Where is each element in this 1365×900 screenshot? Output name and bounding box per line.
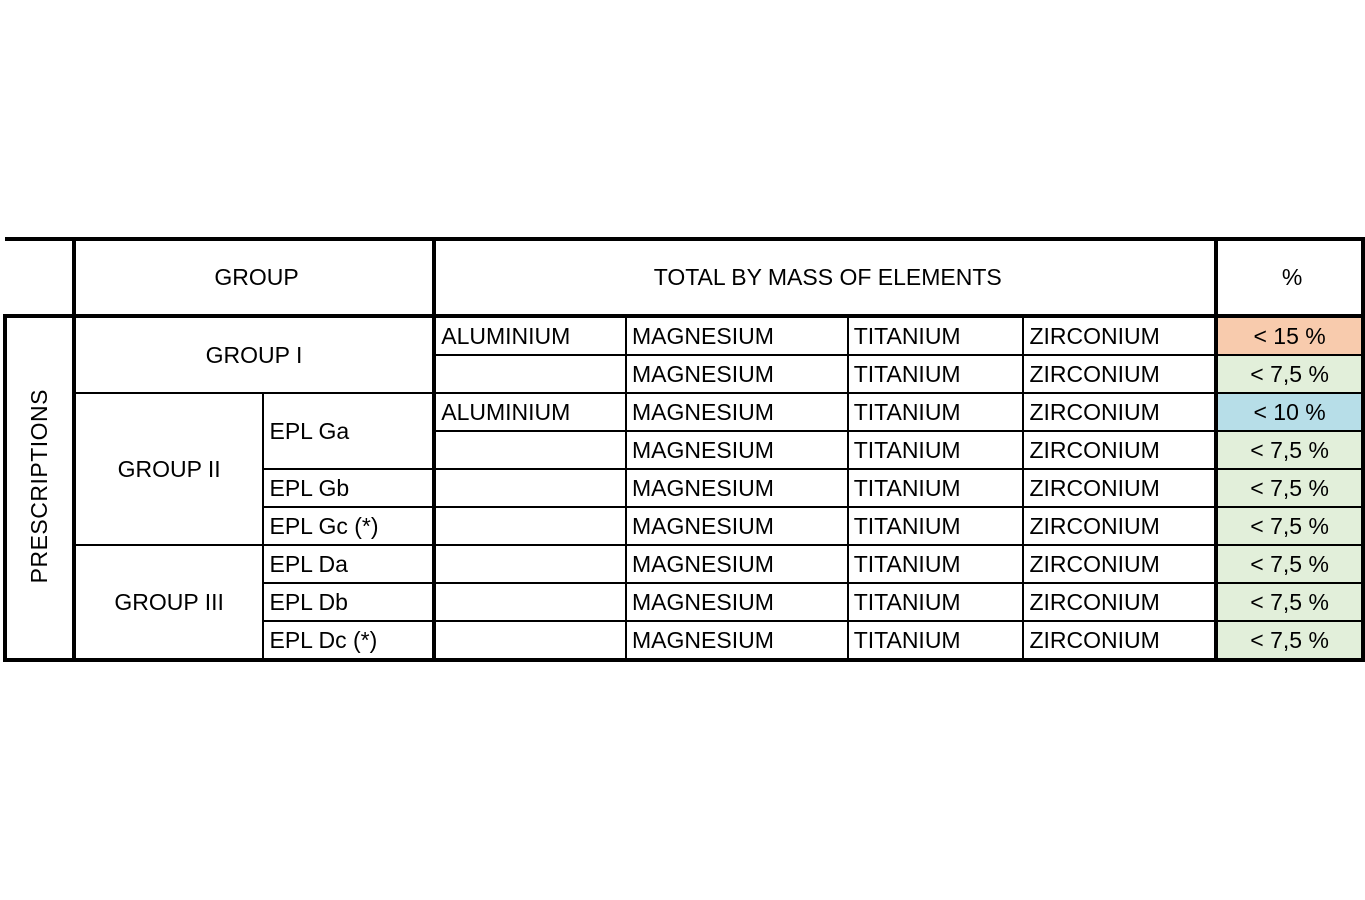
percent-cell: < 7,5 % bbox=[1214, 430, 1365, 470]
table-row: PRESCRIPTIONS GROUP I ALUMINIUM MAGNESIU… bbox=[3, 314, 1365, 662]
table-row: EPL Gc (*) MAGNESIUM TITANIUM ZIRCONIUM … bbox=[5, 506, 1365, 546]
group-iii: GROUP III bbox=[72, 544, 265, 662]
element-cell: MAGNESIUM bbox=[625, 506, 849, 546]
percent-cell: < 15 % bbox=[1214, 315, 1365, 356]
group-ii: GROUP II bbox=[72, 392, 265, 546]
header-total: TOTAL BY MASS OF ELEMENTS bbox=[433, 237, 1219, 318]
element-cell bbox=[433, 354, 628, 394]
header-group: GROUP bbox=[72, 237, 437, 318]
sub-group: EPL Db bbox=[262, 582, 437, 622]
prescriptions-table: GROUP TOTAL BY MASS OF ELEMENTS % PRESCR… bbox=[3, 237, 1365, 662]
element-cell: ALUMINIUM bbox=[433, 392, 628, 432]
percent-cell: < 7,5 % bbox=[1214, 582, 1365, 622]
header-row: GROUP TOTAL BY MASS OF ELEMENTS % bbox=[5, 237, 1365, 318]
element-cell: TITANIUM bbox=[846, 468, 1025, 508]
element-cell: ZIRCONIUM bbox=[1022, 354, 1218, 394]
element-cell: ZIRCONIUM bbox=[1022, 430, 1218, 470]
sub-group: EPL Dc (*) bbox=[262, 620, 437, 662]
prescriptions-label: PRESCRIPTIONS bbox=[3, 314, 76, 662]
table-row: EPL Db MAGNESIUM TITANIUM ZIRCONIUM < 7,… bbox=[5, 582, 1365, 622]
percent-cell: < 10 % bbox=[1214, 392, 1365, 432]
percent-cell: < 7,5 % bbox=[1214, 468, 1365, 508]
element-cell: TITANIUM bbox=[846, 506, 1025, 546]
element-cell: MAGNESIUM bbox=[625, 544, 849, 584]
sub-group: EPL Ga bbox=[262, 392, 437, 470]
element-cell bbox=[433, 506, 628, 546]
element-cell: ZIRCONIUM bbox=[1022, 468, 1218, 508]
element-cell: ZIRCONIUM bbox=[1022, 506, 1218, 546]
element-cell: MAGNESIUM bbox=[625, 392, 849, 432]
header-percent: % bbox=[1215, 237, 1365, 318]
element-cell: TITANIUM bbox=[846, 430, 1025, 470]
element-cell bbox=[433, 582, 628, 622]
element-cell bbox=[433, 468, 628, 508]
prescriptions-text: PRESCRIPTIONS bbox=[25, 388, 52, 584]
table-row: EPL Dc (*) MAGNESIUM TITANIUM ZIRCONIUM … bbox=[5, 620, 1365, 662]
percent-cell: < 7,5 % bbox=[1214, 620, 1365, 662]
table-row: MAGNESIUM TITANIUM ZIRCONIUM < 7,5 % bbox=[5, 354, 1365, 394]
element-cell: MAGNESIUM bbox=[625, 354, 849, 394]
percent-cell: < 7,5 % bbox=[1214, 506, 1365, 546]
element-cell: TITANIUM bbox=[846, 392, 1025, 432]
element-cell: TITANIUM bbox=[846, 315, 1025, 356]
sub-group: EPL Gb bbox=[262, 468, 437, 508]
element-cell: ZIRCONIUM bbox=[1022, 582, 1218, 622]
element-cell: ALUMINIUM bbox=[433, 315, 628, 356]
table-row: MAGNESIUM TITANIUM ZIRCONIUM < 7,5 % bbox=[5, 430, 1365, 470]
percent-cell: < 7,5 % bbox=[1214, 354, 1365, 394]
element-cell: MAGNESIUM bbox=[625, 468, 849, 508]
element-cell: MAGNESIUM bbox=[625, 430, 849, 470]
element-cell: ZIRCONIUM bbox=[1022, 620, 1218, 662]
element-cell bbox=[433, 544, 628, 584]
element-cell: TITANIUM bbox=[846, 582, 1025, 622]
percent-cell: < 7,5 % bbox=[1214, 544, 1365, 584]
element-cell: ZIRCONIUM bbox=[1022, 315, 1218, 356]
element-cell: ZIRCONIUM bbox=[1022, 544, 1218, 584]
table-row: GROUP II EPL Ga ALUMINIUM MAGNESIUM TITA… bbox=[5, 392, 1365, 546]
table-row: EPL Gb MAGNESIUM TITANIUM ZIRCONIUM < 7,… bbox=[5, 468, 1365, 508]
sub-group: EPL Gc (*) bbox=[262, 506, 437, 546]
table-row: GROUP III EPL Da MAGNESIUM TITANIUM ZIRC… bbox=[5, 544, 1365, 662]
element-cell bbox=[433, 620, 628, 662]
sub-group: EPL Da bbox=[262, 544, 437, 584]
element-cell: TITANIUM bbox=[846, 354, 1025, 394]
element-cell: TITANIUM bbox=[846, 544, 1025, 584]
element-cell: MAGNESIUM bbox=[625, 620, 849, 662]
element-cell: ZIRCONIUM bbox=[1022, 392, 1218, 432]
group-i: GROUP I bbox=[72, 315, 437, 394]
element-cell: MAGNESIUM bbox=[625, 315, 849, 356]
corner-cell bbox=[5, 237, 76, 318]
element-cell: TITANIUM bbox=[846, 620, 1025, 662]
element-cell bbox=[433, 430, 628, 470]
element-cell: MAGNESIUM bbox=[625, 582, 849, 622]
